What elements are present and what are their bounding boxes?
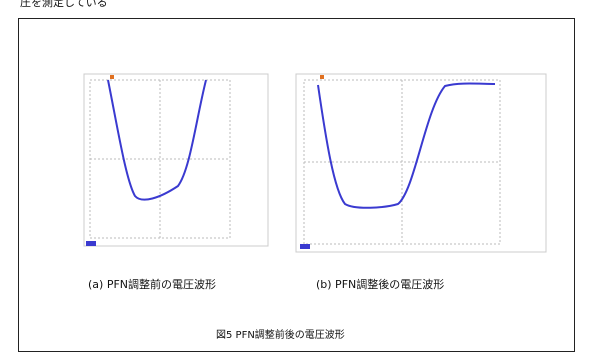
figure-graphics: [0, 0, 590, 358]
figure-caption: (b) PFN調整後の電圧波形: [316, 276, 444, 292]
scope-marker: [110, 75, 114, 79]
scope-marker: [320, 75, 324, 79]
scope-b: [296, 74, 546, 252]
main-caption: 図5 PFN調整前後の電圧波形: [216, 326, 345, 341]
figure-caption: (a) PFN調整前の電圧波形: [88, 276, 216, 292]
scope-screen: [296, 74, 546, 252]
scope-marker: [86, 241, 96, 246]
header-text: 圧を測定している: [20, 0, 108, 10]
page: 圧を測定している (a) PFN調整前の電圧波形 (b) PFN調整後の電圧波形…: [0, 0, 590, 358]
scope-marker: [300, 244, 310, 249]
scope-a: [84, 74, 268, 246]
